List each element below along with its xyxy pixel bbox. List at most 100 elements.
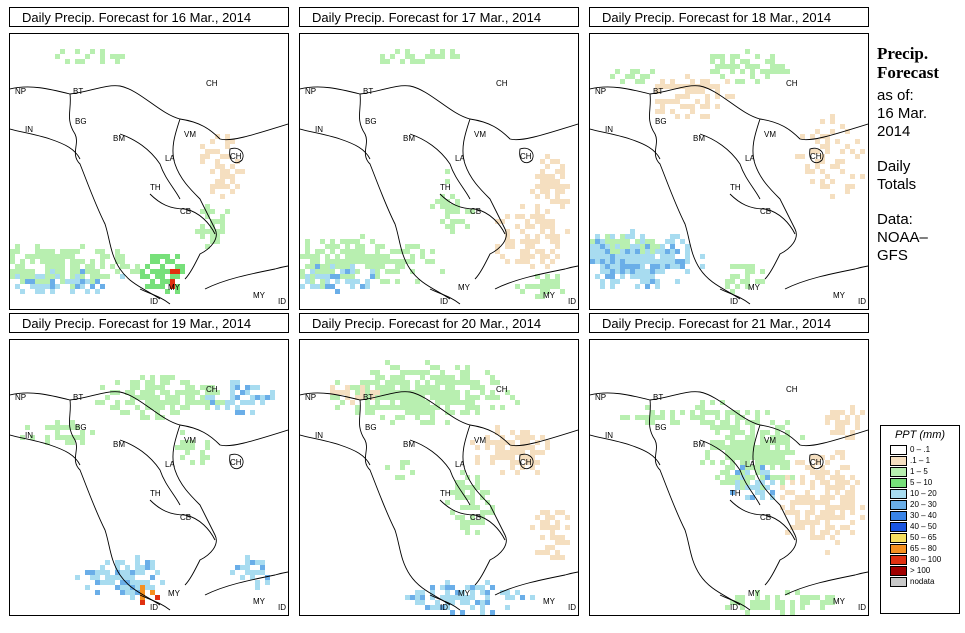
country-label: NP [305, 87, 316, 96]
coastline-path [752, 118, 797, 280]
legend-label: 30 – 40 [910, 511, 937, 520]
coastline-path [809, 453, 824, 470]
coastline-path [429, 594, 461, 611]
coastline-path [729, 499, 796, 541]
legend-item: 80 – 100 [881, 555, 959, 566]
precip-map: NP BT BG IN BM CH VM LA TH CB CH MY ID MY ID [299, 339, 579, 616]
precip-grid: NP BT BG IN BM CH VM LA TH CB CH MY ID MY ID [10, 375, 288, 612]
coastline-path [590, 128, 661, 160]
side-title-line1: Precip. [877, 44, 929, 63]
country-label: CB [470, 513, 481, 522]
data-source-line2: NOAA– [877, 229, 928, 246]
legend-swatch [890, 456, 907, 466]
legend-item: 20 – 30 [881, 500, 959, 511]
coastline-path [69, 399, 161, 606]
country-label: CH [206, 385, 218, 394]
country-label: BT [73, 87, 83, 96]
coastline-path [300, 391, 578, 447]
coastline-path [172, 424, 217, 586]
legend-title: PPT (mm) [894, 429, 946, 441]
coastline-path [69, 93, 161, 300]
coastline-path [439, 193, 506, 235]
country-label: BG [75, 117, 87, 126]
country-label: ID [150, 297, 158, 306]
precip-map: NP BT BG IN BM CH VM LA TH CB CH MY ID MY ID [589, 33, 869, 310]
legend-item: 50 – 65 [881, 533, 959, 544]
coastline-path [10, 85, 288, 141]
legend-item: 1 – 5 [881, 467, 959, 478]
country-label: BG [365, 423, 377, 432]
country-label: BT [363, 393, 373, 402]
precip-map: NP BT BG IN BM CH VM LA TH CB CH MY ID MY ID [589, 339, 869, 616]
country-label: IN [605, 431, 613, 440]
country-label: MY [253, 597, 266, 606]
coastline-path [519, 147, 534, 164]
legend-swatch [890, 555, 907, 565]
coastline-path [699, 439, 761, 506]
legend-label: 10 – 20 [910, 489, 937, 498]
country-label: ID [858, 603, 866, 612]
country-label: MY [168, 283, 181, 292]
coastline-path [119, 439, 181, 506]
legend-label: 80 – 100 [910, 555, 942, 564]
country-label: IN [315, 431, 323, 440]
legend-label: 0 – .1 [910, 445, 931, 454]
panel-title: Daily Precip. Forecast for 21 Mar., 2014 [589, 313, 869, 333]
country-label: CB [760, 207, 771, 216]
ppt-legend: PPT (mm) 0 – .1 .1 – 1 1 – 5 5 – 10 10 – 20 2… [880, 425, 960, 614]
side-info: Precip. Forecast as of: 16 Mar. 2014 Dai… [877, 44, 963, 265]
country-label: BG [75, 423, 87, 432]
legend-label: 40 – 50 [910, 522, 937, 531]
country-label: MY [168, 589, 181, 598]
country-label: CH [230, 458, 242, 467]
country-label: CH [786, 385, 798, 394]
coastline-path [149, 499, 216, 541]
legend-swatch [890, 467, 907, 477]
country-label: BM [693, 440, 705, 449]
country-label: BM [403, 440, 415, 449]
coastline-path [300, 85, 578, 141]
coastline-path [10, 434, 81, 466]
coastline-path [204, 265, 288, 290]
coastline-path [719, 594, 751, 611]
country-label: CH [520, 458, 532, 467]
coastline-path [649, 93, 741, 300]
panel-title: Daily Precip. Forecast for 20 Mar., 2014 [299, 313, 579, 333]
forecast-date-line2: 2014 [877, 123, 911, 140]
legend-item: 65 – 80 [881, 544, 959, 555]
country-label: IN [605, 125, 613, 134]
legend-swatch [890, 445, 907, 455]
legend-item: nodata [881, 577, 959, 588]
coastline-path [462, 424, 507, 586]
country-label: LA [455, 154, 465, 163]
country-label: MY [543, 291, 556, 300]
country-label: ID [150, 603, 158, 612]
country-label: ID [858, 297, 866, 306]
legend-label: > 100 [910, 566, 931, 575]
coastline-path [139, 594, 171, 611]
coastline-path [784, 571, 868, 596]
country-label: BG [655, 117, 667, 126]
precip-grid: NP BT BG IN BM CH VM LA TH CB CH MY ID MY ID [10, 49, 288, 306]
coastline-path [729, 193, 796, 235]
panel-title: Daily Precip. Forecast for 19 Mar., 2014 [9, 313, 289, 333]
legend-item: 10 – 20 [881, 489, 959, 500]
country-label: VM [184, 130, 196, 139]
forecast-panel-16mar: Daily Precip. Forecast for 16 Mar., 2014… [9, 7, 291, 310]
legend-swatch [890, 522, 907, 532]
country-label: MY [458, 283, 471, 292]
forecast-panel-18mar: Daily Precip. Forecast for 18 Mar., 2014… [589, 7, 871, 310]
precip-map: NP BT BG IN BM CH VM LA TH CB CH MY ID MY ID [9, 33, 289, 310]
coastline-path [359, 93, 451, 300]
panel-title: Daily Precip. Forecast for 16 Mar., 2014 [9, 7, 289, 27]
country-label: BM [113, 440, 125, 449]
country-label: MY [748, 283, 761, 292]
country-label: NP [595, 87, 606, 96]
country-label: ID [278, 603, 286, 612]
country-label: ID [730, 603, 738, 612]
country-label: BT [653, 87, 663, 96]
country-label: IN [315, 125, 323, 134]
totals-line2: Totals [877, 176, 917, 193]
forecast-panel-19mar: Daily Precip. Forecast for 19 Mar., 2014… [9, 313, 291, 616]
coastline-path [204, 571, 288, 596]
